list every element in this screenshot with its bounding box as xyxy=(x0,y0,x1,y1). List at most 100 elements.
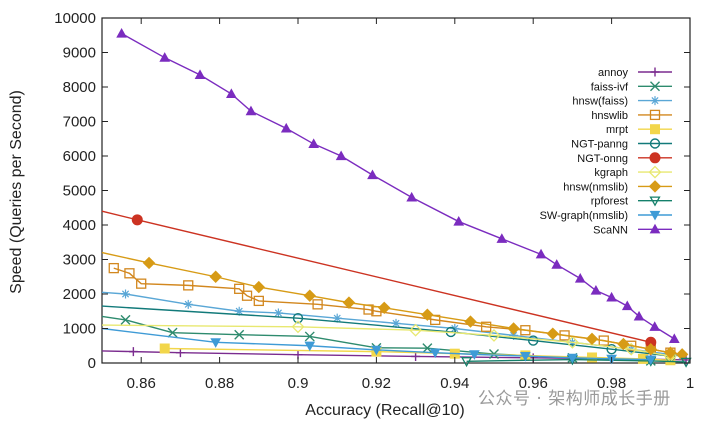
series-hnsw-faiss- xyxy=(101,289,687,361)
data-point xyxy=(175,348,185,358)
series-line xyxy=(101,324,671,357)
legend-label: hnsw(nmslib) xyxy=(563,181,628,193)
watermark: 公众号 · 架构师成长手册 xyxy=(478,389,671,409)
data-point xyxy=(464,315,477,328)
series-ngt-panng xyxy=(101,305,676,362)
data-point xyxy=(304,341,316,352)
data-point xyxy=(121,289,131,299)
data-point xyxy=(159,343,170,354)
data-point xyxy=(520,352,531,362)
legend-entry: rpforest xyxy=(591,196,672,208)
series-annoy xyxy=(101,347,691,365)
data-point xyxy=(453,216,465,226)
legend-entry: NGT-onng xyxy=(577,152,672,165)
legend-entry: mrpt xyxy=(606,124,672,136)
data-point xyxy=(335,150,347,161)
data-point xyxy=(649,210,661,221)
data-point xyxy=(481,321,492,332)
data-point xyxy=(507,322,520,335)
data-point xyxy=(371,345,382,356)
data-point xyxy=(234,306,244,316)
data-point xyxy=(487,328,501,342)
data-point xyxy=(528,335,539,346)
data-point xyxy=(496,233,508,243)
data-point xyxy=(194,69,206,80)
data-point xyxy=(312,299,323,310)
data-point xyxy=(649,109,661,121)
series-line xyxy=(101,327,651,361)
legend-label: mrpt xyxy=(606,124,628,136)
series-scann xyxy=(116,27,680,343)
data-point xyxy=(142,256,156,270)
series-ngt-onng xyxy=(101,210,657,348)
data-point xyxy=(633,310,645,321)
data-point xyxy=(621,300,633,311)
data-point xyxy=(664,346,677,359)
y-tick-label: 1000 xyxy=(63,321,96,338)
y-tick-label: 10000 xyxy=(54,10,96,27)
data-point xyxy=(649,152,661,164)
legend-label: kgraph xyxy=(594,167,628,179)
series-line xyxy=(101,210,651,343)
data-point xyxy=(680,357,692,368)
data-point xyxy=(567,353,578,364)
data-point xyxy=(159,52,171,62)
legend-label: hnsw(faiss) xyxy=(572,96,628,108)
data-point xyxy=(167,327,178,338)
legend-entry: hnsw(nmslib) xyxy=(563,180,672,193)
data-point xyxy=(649,138,661,149)
data-point xyxy=(226,88,237,98)
data-point xyxy=(411,351,421,361)
data-point xyxy=(648,165,662,179)
data-point xyxy=(546,327,560,340)
data-point xyxy=(460,357,473,368)
data-point xyxy=(124,268,135,279)
y-tick-label: 3000 xyxy=(63,252,96,269)
legend-entry: kgraph xyxy=(594,165,672,179)
data-point xyxy=(367,169,378,180)
data-point xyxy=(429,348,441,359)
data-point xyxy=(280,122,292,133)
data-point xyxy=(291,320,305,334)
series-layer xyxy=(101,27,692,368)
data-point xyxy=(644,342,658,356)
data-point xyxy=(606,344,617,355)
y-tick-label: 8000 xyxy=(63,79,96,96)
data-point xyxy=(551,259,563,269)
legend-label: annoy xyxy=(598,67,628,79)
data-point xyxy=(585,332,599,346)
data-point xyxy=(422,343,433,354)
data-point xyxy=(649,223,661,234)
legend-label: rpforest xyxy=(591,196,628,208)
data-point xyxy=(587,352,597,363)
legend-label: ScaNN xyxy=(593,224,628,236)
ticks-layer: 0 1000 2000 3000 4000 5000 6000 7000 8000 9000 100… xyxy=(54,10,694,392)
legend-entry: hnswlib xyxy=(591,109,672,122)
y-tick-label: 5000 xyxy=(63,183,96,200)
x-tick-label: 0.9 xyxy=(288,375,309,392)
data-point xyxy=(234,329,245,340)
y-tick-label: 0 xyxy=(88,355,96,372)
data-point xyxy=(332,313,342,323)
series-hnsw-nmslib- xyxy=(101,251,689,361)
x-axis-title: Accuracy (Recall@10) xyxy=(305,402,464,419)
x-tick-label: 0.94 xyxy=(440,375,469,392)
data-point xyxy=(183,280,194,291)
data-point xyxy=(378,301,391,315)
data-point xyxy=(136,278,147,289)
data-point xyxy=(606,291,617,302)
data-point xyxy=(421,308,434,321)
legend-entry: hnsw(faiss) xyxy=(572,96,672,108)
y-axis-title: Speed (Queries per Second) xyxy=(8,90,25,294)
data-point xyxy=(574,272,586,283)
x-tick-label: 0.92 xyxy=(362,375,391,392)
data-point xyxy=(234,283,245,294)
data-point xyxy=(406,191,418,202)
data-point xyxy=(624,342,638,356)
legend-entry: faiss-ivf xyxy=(591,81,672,93)
y-tick-label: 4000 xyxy=(63,217,96,234)
y-tick-label: 2000 xyxy=(63,286,96,303)
x-tick-label: 0.86 xyxy=(127,375,156,392)
data-point xyxy=(645,355,657,366)
